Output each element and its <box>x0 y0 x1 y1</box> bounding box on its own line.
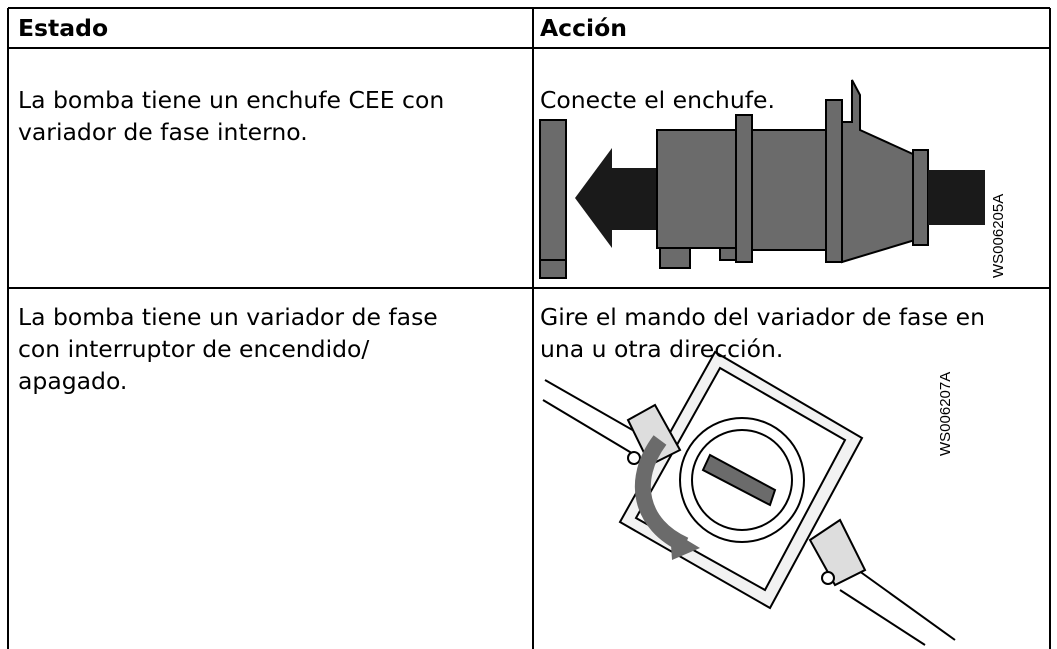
header-cell: Estado <box>18 14 109 42</box>
header-cell: Acción <box>540 14 627 42</box>
text-line: La bomba tiene un variador de fase <box>18 303 438 331</box>
text-line: una u otra dirección. <box>540 335 784 363</box>
figure-code: WS006205A <box>990 194 1007 278</box>
accion-cell: Conecte el enchufe. <box>540 84 775 116</box>
switch-illustration <box>542 350 956 646</box>
text-line: La bomba tiene un enchufe CEE con <box>18 86 445 114</box>
figure-code: WS006207A <box>937 372 954 456</box>
text-line: variador de fase interno. <box>18 118 308 146</box>
accion-cell: Gire el mando del variador de fase en un… <box>540 301 985 365</box>
text-line: con interruptor de encendido/ <box>18 335 370 363</box>
estado-cell: La bomba tiene un enchufe CEE con variad… <box>18 84 444 148</box>
plug-illustration <box>539 79 985 279</box>
table-grid <box>7 7 1051 649</box>
estado-cell: La bomba tiene un variador de fase con i… <box>18 301 438 397</box>
text-line: apagado. <box>18 367 128 395</box>
text-line: Conecte el enchufe. <box>540 86 775 114</box>
text-line: Gire el mando del variador de fase en <box>540 303 985 331</box>
